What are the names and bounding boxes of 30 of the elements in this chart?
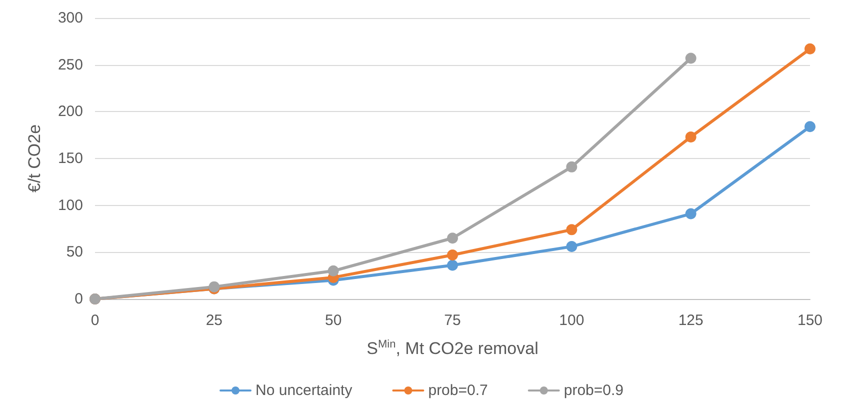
y-tick-label: 0	[74, 290, 83, 308]
point	[685, 52, 696, 64]
y-tick-label: 200	[58, 103, 83, 120]
x-tick-label: 25	[206, 312, 223, 329]
y-tick-label: 150	[58, 150, 83, 167]
point	[685, 131, 696, 142]
x-tick-label: 125	[678, 312, 704, 329]
x-tick-label: 75	[444, 312, 461, 329]
point	[804, 43, 816, 54]
point	[804, 121, 816, 132]
legend-label: No uncertainty	[256, 382, 353, 399]
y-tick-label: 250	[58, 56, 83, 74]
point	[447, 232, 458, 244]
point	[566, 224, 578, 236]
x-tick-label: 0	[90, 312, 100, 329]
point	[566, 241, 578, 252]
y-axis-title: €/t CO2e	[25, 124, 44, 193]
point	[566, 161, 578, 172]
x-tick-label: 150	[797, 312, 823, 329]
x-tick-label: 100	[559, 312, 584, 329]
x-tick-label: 50	[324, 312, 342, 329]
y-tick-label: 50	[66, 244, 83, 261]
y-tick-label: 300	[58, 10, 83, 26]
point	[328, 265, 339, 276]
legend-label: prob=0.9	[564, 382, 624, 399]
point	[685, 208, 696, 220]
y-tick-label: 100	[58, 196, 83, 214]
point	[447, 249, 458, 260]
point	[447, 260, 458, 271]
legend-label: prob=0.7	[428, 382, 488, 399]
